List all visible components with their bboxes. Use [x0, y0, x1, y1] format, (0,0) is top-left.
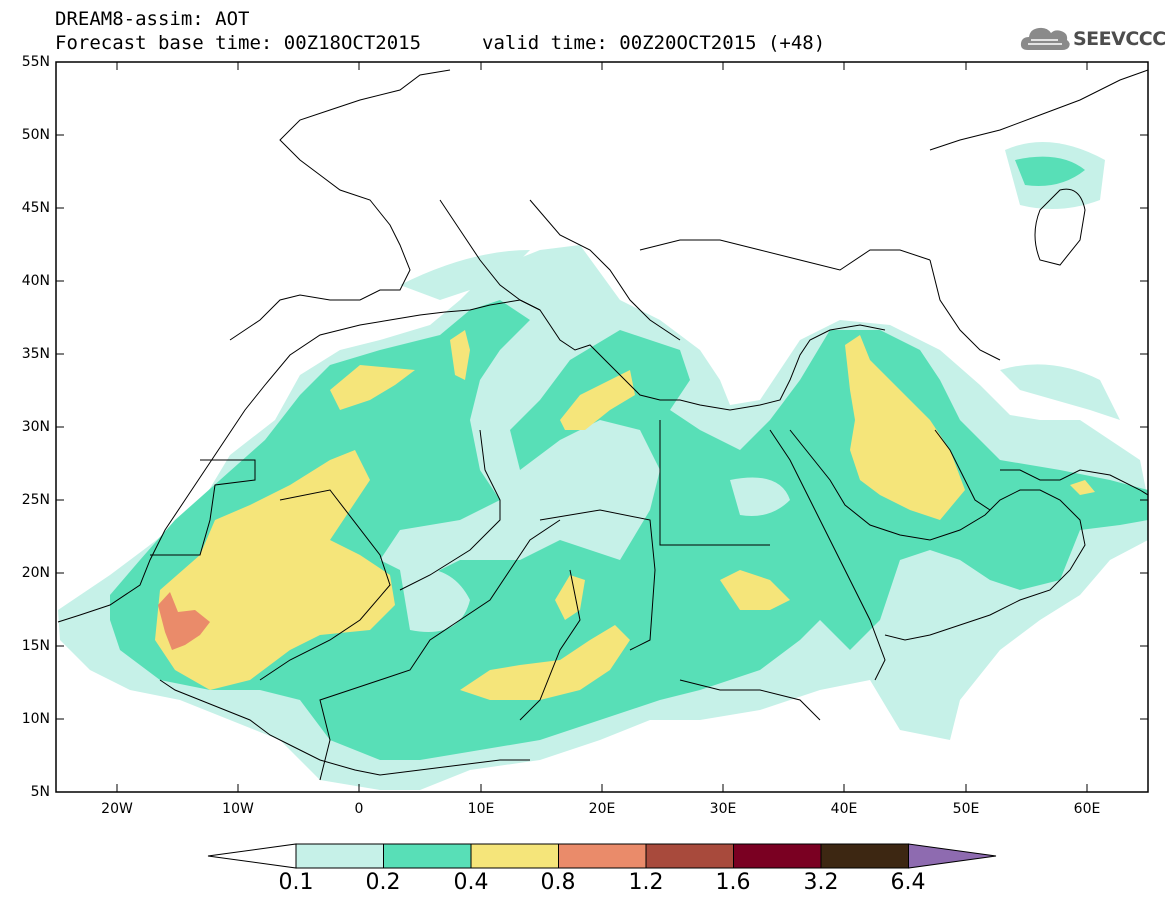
- colorbar-bin-1: [295, 843, 384, 869]
- lon-label-50e: 50E: [952, 801, 980, 817]
- colorbar-label-0.8: 0.8: [540, 870, 576, 895]
- lat-label-35n: 35N: [21, 346, 50, 362]
- aot-level-0.8: [158, 592, 210, 650]
- lat-label-10n: 10N: [21, 711, 50, 727]
- colorbar-bin-5: [645, 843, 734, 869]
- colorbar-bin-7: [820, 843, 909, 869]
- lat-label-25n: 25N: [21, 492, 50, 508]
- lon-label-20e: 20E: [588, 801, 616, 817]
- colorbar-bin-4: [558, 843, 647, 869]
- seevccc-logo: SEEVCCC: [1018, 22, 1165, 56]
- lon-label-60e: 60E: [1073, 801, 1101, 817]
- lon-label-10w: 10W: [222, 801, 254, 817]
- colorbar-under-arrow: [207, 843, 297, 869]
- lat-label-55n: 55N: [21, 54, 50, 70]
- aot-level-0.4: [155, 330, 1095, 700]
- colorbar-label-0.2: 0.2: [365, 870, 401, 895]
- colorbar-label-0.1: 0.1: [278, 870, 314, 895]
- colorbar-over-arrow: [908, 843, 997, 869]
- lat-label-40n: 40N: [21, 273, 50, 289]
- cloud-icon: [1020, 27, 1070, 50]
- map-title: DREAM8-assim: AOT: [55, 8, 250, 30]
- axis-ticks: [56, 61, 1148, 792]
- lat-label-15n: 15N: [21, 638, 50, 654]
- colorbar-label-3.2: 3.2: [803, 870, 839, 895]
- lon-label-0: 0: [354, 801, 364, 817]
- valid-time: valid time: 00Z20OCT2015 (+48): [482, 32, 826, 54]
- lon-label-40e: 40E: [830, 801, 858, 817]
- lon-label-20w: 20W: [101, 801, 133, 817]
- colorbar-bin-2: [383, 843, 472, 869]
- colorbar-bin-6: [733, 843, 822, 869]
- logo-text: SEEVCCC: [1073, 28, 1165, 50]
- colorbar-label-1.6: 1.6: [715, 870, 751, 895]
- lat-label-30n: 30N: [21, 419, 50, 435]
- lat-label-5n: 5N: [30, 784, 50, 800]
- lon-label-10e: 10E: [467, 801, 495, 817]
- forecast-base-time: Forecast base time: 00Z18OCT2015: [55, 32, 422, 54]
- colorbar-label-6.4: 6.4: [890, 870, 926, 895]
- lat-label-45n: 45N: [21, 200, 50, 216]
- lat-label-20n: 20N: [21, 565, 50, 581]
- colorbar-label-0.4: 0.4: [453, 870, 489, 895]
- lat-label-50n: 50N: [21, 127, 50, 143]
- colorbar-bin-3: [470, 843, 559, 869]
- colorbar-label-1.2: 1.2: [628, 870, 664, 895]
- lon-label-30e: 30E: [709, 801, 737, 817]
- coastlines: [57, 69, 1148, 781]
